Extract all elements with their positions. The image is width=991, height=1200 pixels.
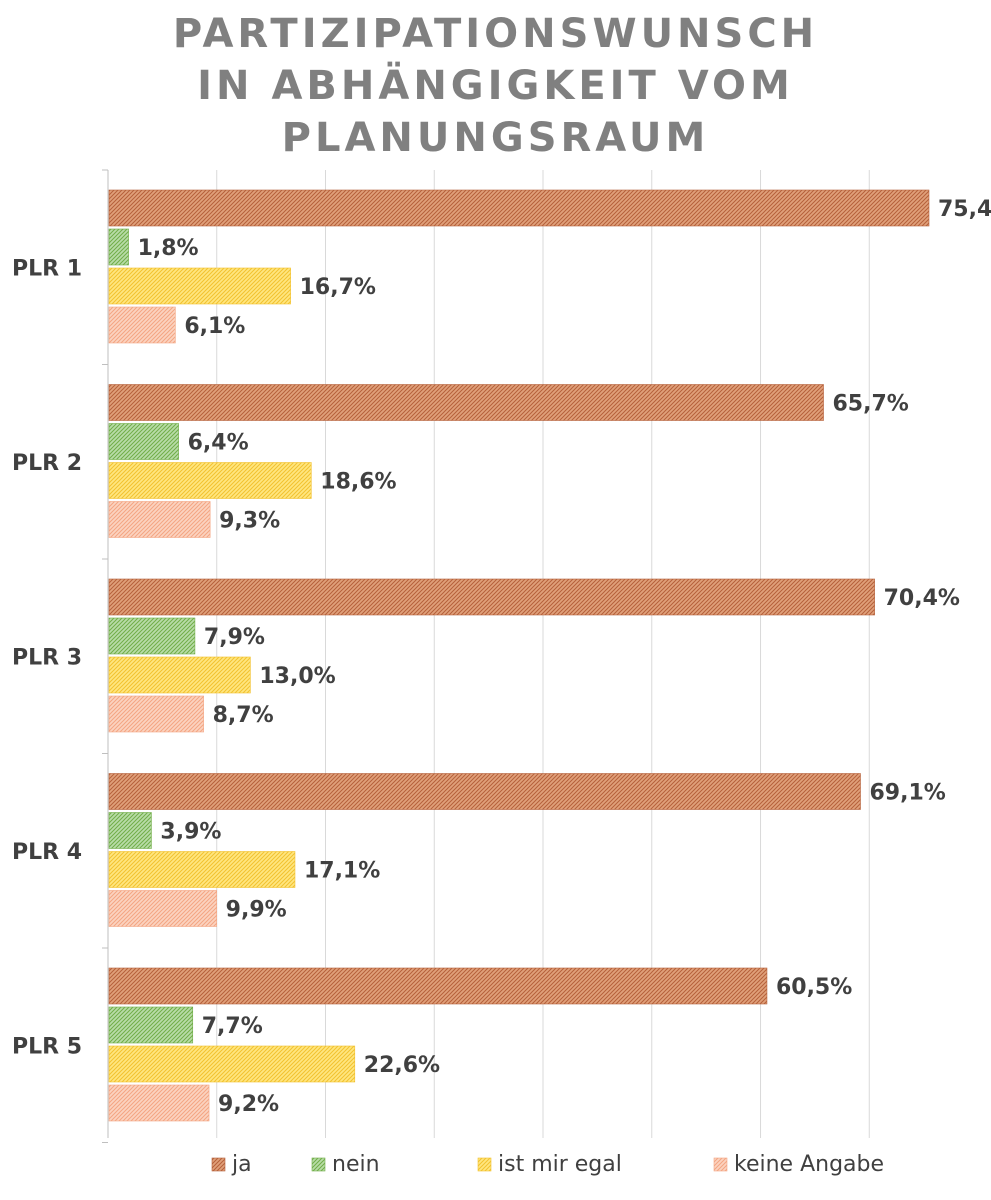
data-label: 16,7% [300, 275, 376, 300]
data-label: 18,6% [320, 470, 396, 495]
bar-nein [108, 617, 196, 655]
legend: ja nein ist mir egal keine Angabe [211, 1152, 884, 1177]
data-label: 6,1% [184, 314, 245, 339]
data-label: 69,1% [869, 781, 945, 806]
data-label: 1,8% [138, 236, 199, 261]
bar-keine-angabe [108, 501, 211, 538]
data-label: 13,0% [259, 664, 335, 689]
bar-ist-mir-egal [108, 656, 251, 694]
data-label: 17,1% [304, 859, 380, 884]
bar-ja [108, 773, 861, 810]
data-label: 22,6% [364, 1053, 440, 1078]
bar-keine-angabe [108, 695, 204, 733]
bar-keine-angabe [108, 1084, 210, 1122]
data-label: 3,9% [160, 820, 221, 845]
legend-swatch [477, 1157, 492, 1172]
category-label: PLR 5 [12, 1034, 82, 1059]
bar-nein [108, 1006, 194, 1044]
data-label: 8,7% [213, 703, 274, 728]
legend-label: ist mir egal [498, 1152, 622, 1177]
category-axis: PLR 1 PLR 2 PLR 3 PLR 4 PLR 5 [12, 169, 109, 1143]
data-label: 7,7% [202, 1014, 263, 1039]
bar-ist-mir-egal [108, 851, 296, 888]
data-label: 9,9% [226, 898, 287, 923]
legend-label: ja [231, 1152, 252, 1177]
bar-ja [108, 189, 930, 227]
legend-swatch [211, 1157, 226, 1172]
bar-ja [108, 967, 768, 1005]
data-label: 75,4% [938, 197, 991, 222]
bar-nein [108, 423, 179, 460]
data-label: 70,4% [884, 586, 960, 611]
category-label: PLR 3 [12, 645, 82, 670]
data-labels: 75,4% 1,8% 16,7% 6,1% 65,7% 6,4% 18,6% 9,3% 70,4… [138, 197, 991, 1117]
chart-title-line-1: PARTIZIPATIONSWUNSCH [172, 11, 819, 57]
data-label: 9,2% [218, 1092, 279, 1117]
legend-swatch [311, 1157, 326, 1172]
bar-keine-angabe [108, 890, 217, 927]
legend-swatch [713, 1157, 728, 1172]
data-label: 6,4% [188, 431, 249, 456]
bar-ja [108, 384, 824, 421]
category-label: PLR 2 [12, 451, 82, 476]
bar-keine-angabe [108, 306, 176, 344]
bar-ist-mir-egal [108, 1045, 356, 1083]
bar-ist-mir-egal [108, 267, 291, 305]
bar-ja [108, 578, 875, 616]
chart-title-line-3: PLANUNGSRAUM [281, 115, 710, 161]
data-label: 7,9% [204, 625, 265, 650]
category-label: PLR 4 [12, 840, 82, 865]
category-label: PLR 1 [12, 256, 82, 281]
bar-nein [108, 812, 152, 849]
chart-title: PARTIZIPATIONSWUNSCH IN ABHÄNGIGKEIT VOM… [0, 8, 991, 164]
data-label: 65,7% [833, 392, 909, 417]
legend-label: keine Angabe [734, 1152, 884, 1177]
chart-title-line-2: IN ABHÄNGIGKEIT VOM [197, 63, 794, 109]
bar-ist-mir-egal [108, 462, 312, 499]
legend-label: nein [332, 1152, 380, 1177]
data-label: 60,5% [776, 975, 852, 1000]
bars [108, 189, 930, 1122]
data-label: 9,3% [219, 509, 280, 534]
bar-nein [108, 228, 129, 266]
